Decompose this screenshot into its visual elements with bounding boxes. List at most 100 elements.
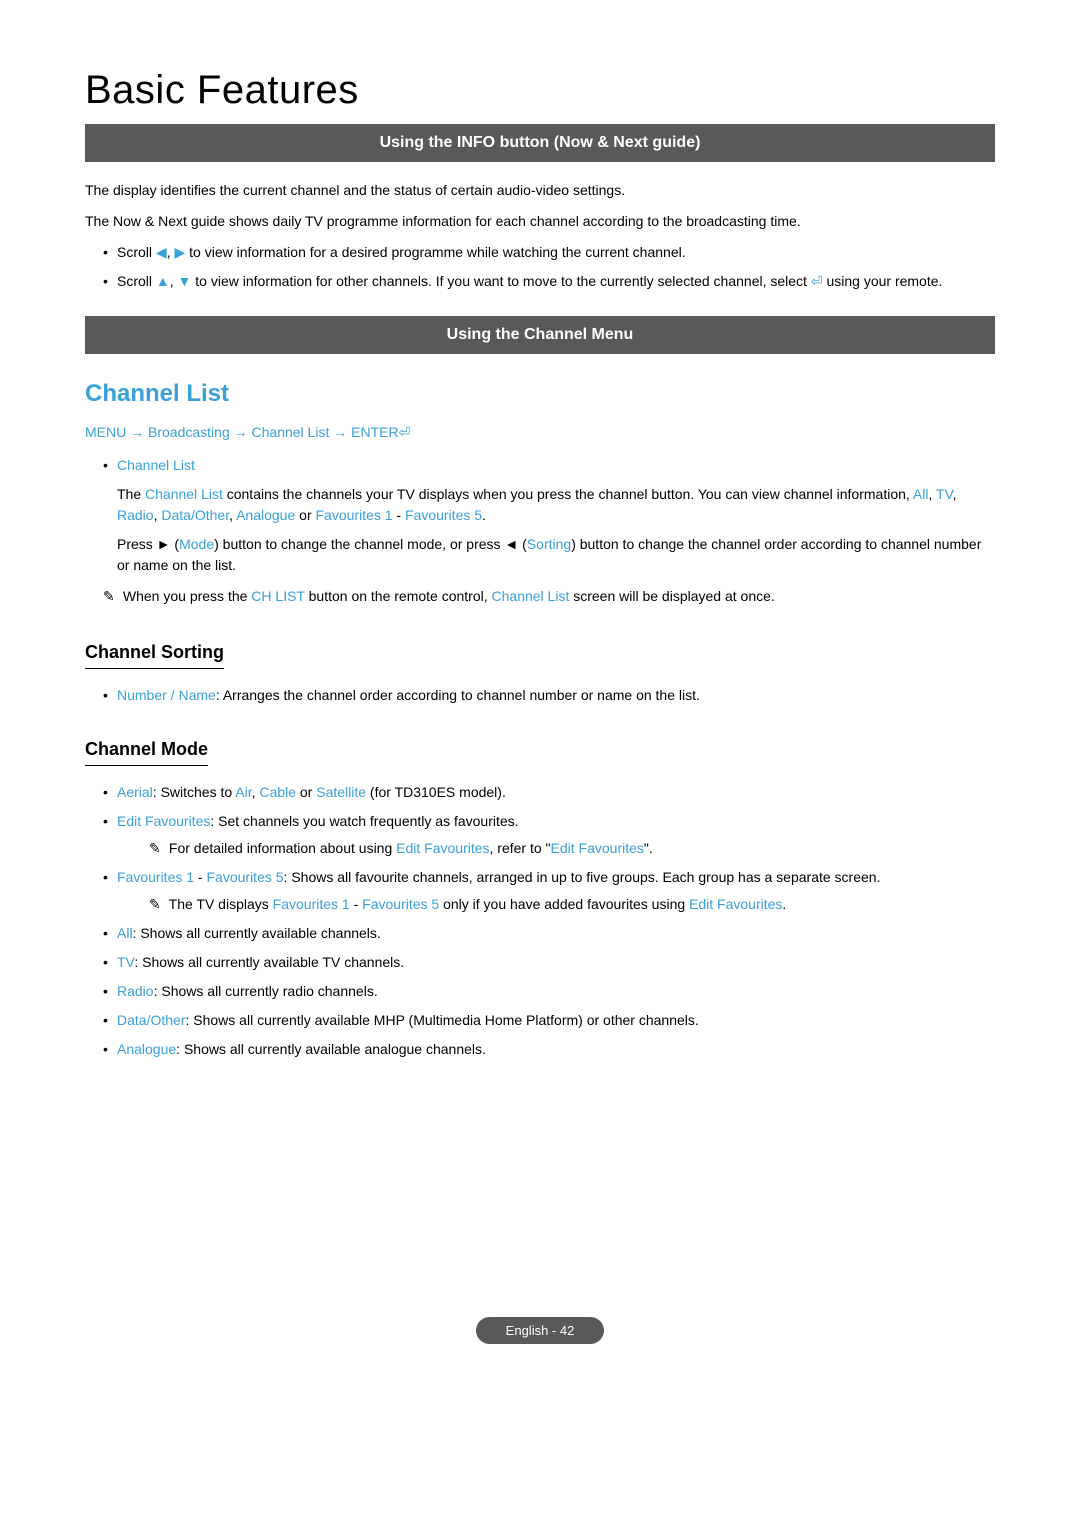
channel-sorting-heading: Channel Sorting [85,639,224,669]
mode-favourites-range: Favourites 1 - Favourites 5: Shows all f… [103,867,995,915]
text-fragment: using your remote. [823,273,943,289]
text-fragment: button on the remote control, [305,588,492,604]
arrow-down-icon: ▼ [178,273,192,289]
text-fragment: Edit Favourites [689,896,782,912]
text-fragment: - [350,896,362,912]
text-fragment: Favourites 5 [362,896,439,912]
text-fragment: (for TD310ES model). [366,784,506,800]
enter-icon: ⏎ [399,424,411,440]
menu-path-enter: ENTER [351,424,398,440]
text-fragment: The [117,486,145,502]
mode-edit-favourites: Edit Favourites : Set channels you watch … [103,811,995,859]
note-icon: ✎ [103,586,119,607]
menu-path-channel-list: Channel List [252,424,330,440]
arrow-left-icon: ◀ [156,244,167,260]
channel-list-sublist: Channel List The Channel List contains t… [103,455,995,576]
text-fragment: - [393,507,405,523]
text-fragment: : Shows all favourite channels, arranged… [284,869,881,885]
mode-analogue: Analogue: Shows all currently available … [103,1039,995,1060]
text-fragment: Favourites 1 [273,896,350,912]
channel-list-label: Channel List [117,457,195,473]
mode-aerial: Aerial: Switches to Air, Cable or Satell… [103,782,995,803]
aerial-label: Aerial [117,784,153,800]
text-fragment: : Shows all currently available channels… [133,925,381,941]
text-fragment: screen will be displayed at once. [569,588,774,604]
text-fragment: Edit Favourites [396,840,489,856]
text-fragment: TV [936,486,953,502]
note-icon: ✎ [149,894,165,915]
radio-label: Radio [117,983,154,999]
edit-fav-note: ✎ For detailed information about using E… [149,838,995,859]
mode-list: Aerial: Switches to Air, Cable or Satell… [103,782,995,1060]
text-fragment: : Set channels you watch frequently as f… [210,813,518,829]
text-fragment: All [913,486,929,502]
arrow-icon: → [333,424,347,440]
text-fragment: Favourites 1 [316,507,393,523]
text-fragment: Sorting [527,536,571,552]
section-bar-channel-menu: Using the Channel Menu [85,316,995,354]
text-fragment: : Switches to [153,784,235,800]
arrow-up-icon: ▲ [156,273,170,289]
menu-path-broadcasting: Broadcasting [148,424,230,440]
text-fragment: Satellite [316,784,366,800]
mode-tv: TV: Shows all currently available TV cha… [103,952,995,973]
note-icon: ✎ [149,838,165,859]
text-fragment: to view information for other channels. … [191,273,810,289]
text-fragment: Edit Favourites [551,840,644,856]
sorting-label: Number / Name [117,687,216,703]
channel-list-desc-2: Press ► (Mode) button to change the chan… [117,534,995,576]
text-fragment: : Shows all currently available TV chann… [134,954,404,970]
note-ch-list: ✎ When you press the CH LIST button on t… [103,586,995,607]
info-paragraph-2: The Now & Next guide shows daily TV prog… [85,211,995,232]
text-fragment: . [782,896,786,912]
arrow-icon: → [234,424,248,440]
text-fragment: : Shows all currently available analogue… [176,1041,486,1057]
mode-radio: Radio: Shows all currently radio channel… [103,981,995,1002]
arrow-right-icon: ▶ [174,244,185,260]
text-fragment: only if you have added favourites using [439,896,689,912]
page-title: Basic Features [85,60,995,120]
info-bullet-1: Scroll ◀, ▶ to view information for a de… [103,242,995,263]
text-fragment: : Shows all currently available MHP (Mul… [185,1012,698,1028]
text-fragment: Data/Other [161,507,229,523]
menu-path-menu: MENU [85,424,126,440]
text-fragment: Scroll [117,273,156,289]
text-fragment: Mode [179,536,214,552]
text-fragment: For detailed information about using [169,840,396,856]
info-paragraph-1: The display identifies the current chann… [85,180,995,201]
sorting-item: Number / Name: Arranges the channel orde… [103,685,995,706]
text-fragment: Press ► ( [117,536,179,552]
fav1-label: Favourites 1 [117,869,194,885]
section-bar-info: Using the INFO button (Now & Next guide) [85,124,995,162]
tv-label: TV [117,954,134,970]
enter-icon: ⏎ [811,273,823,289]
arrow-icon: → [130,424,144,440]
text-fragment: When you press the [123,588,251,604]
text-fragment: : Arranges the channel order according t… [216,687,700,703]
fav5-label: Favourites 5 [207,869,284,885]
text-fragment: Air [235,784,251,800]
text-fragment: or [296,784,316,800]
text-fragment: Analogue [236,507,295,523]
sorting-list: Number / Name: Arranges the channel orde… [103,685,995,706]
text-fragment: CH LIST [251,588,304,604]
text-fragment: Radio [117,507,154,523]
channel-list-desc-1: The Channel List contains the channels y… [117,484,995,526]
all-label: All [117,925,133,941]
info-bullet-list: Scroll ◀, ▶ to view information for a de… [85,242,995,292]
menu-path: MENU → Broadcasting → Channel List → ENT… [85,422,995,443]
text-fragment: Channel List [492,588,570,604]
channel-list-heading: Channel List [85,376,995,412]
text-fragment: Cable [259,784,296,800]
analogue-label: Analogue [117,1041,176,1057]
page-footer: English - 42 [85,1320,995,1341]
text-fragment: , refer to " [490,840,551,856]
text-fragment: or [295,507,315,523]
text-fragment: to view information for a desired progra… [185,244,685,260]
page-number-badge: English - 42 [476,1317,605,1344]
channel-mode-heading: Channel Mode [85,736,208,766]
mode-all: All: Shows all currently available chann… [103,923,995,944]
text-fragment: Favourites 5 [405,507,482,523]
text-fragment: contains the channels your TV displays w… [223,486,913,502]
mode-data-other: Data/Other: Shows all currently availabl… [103,1010,995,1031]
